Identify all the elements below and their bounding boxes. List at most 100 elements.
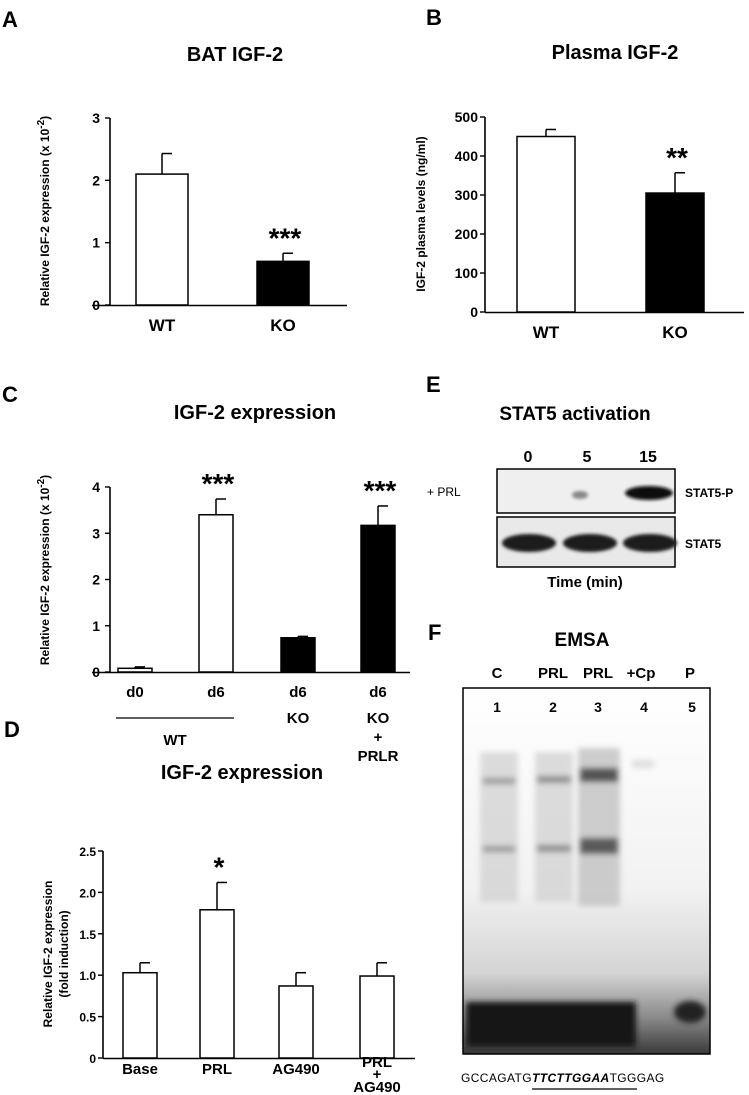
- y-axis-label-line2: (fold induction): [57, 910, 71, 997]
- chart-title: Plasma IGF-2: [552, 42, 679, 64]
- category-label: d6: [369, 684, 387, 701]
- y-axis-label: Relative IGF-2 expression (x 10-2): [36, 475, 52, 665]
- panel-letter-a: A: [2, 7, 18, 32]
- band-total-lane2: [563, 534, 617, 552]
- y-tick-label: 400: [455, 148, 479, 164]
- seq-prefix: GCCAGATG: [461, 1071, 532, 1085]
- significance-mark: ***: [202, 468, 235, 499]
- emsa-lane-number-3: 3: [594, 699, 602, 715]
- chart-igf2-expression-c: IGF-2 expression Relative IGF-2 expressio…: [36, 402, 410, 765]
- y-tick-label: 2: [92, 172, 100, 188]
- blot-row-label-total: STAT5: [685, 537, 722, 551]
- category-label: KO: [662, 323, 688, 342]
- panel-stat5-blot: STAT5 activation 0 5 15 + PRL STAT5-P ST…: [427, 404, 733, 591]
- band-total-lane3: [623, 534, 677, 552]
- y-tick-label: 0.5: [79, 1011, 96, 1025]
- blot-lane-label-5: 5: [583, 449, 592, 466]
- significance-mark: ***: [364, 475, 397, 506]
- panel-letter-e: E: [426, 372, 441, 397]
- category-label: d6: [207, 684, 225, 701]
- y-axis-label-text: Relative IGF-2 expression: [41, 881, 55, 1028]
- group-label-prlr: PRLR: [358, 748, 399, 765]
- y-axis-label-exponent: -2: [36, 478, 47, 487]
- blot-lane-label-15: 15: [639, 449, 657, 466]
- y-axis-label-text: IGF-2 plasma levels (ng/ml): [414, 136, 428, 291]
- chart-title: BAT IGF-2: [187, 44, 283, 66]
- y-axis-label-text: Relative IGF-2 expression (x 10: [38, 128, 52, 306]
- y-tick-label: 1: [92, 235, 100, 251]
- panel-emsa: EMSA C PRL PRL +Cp P 1 2 3 4 5 GCCA: [461, 630, 711, 1090]
- y-tick-label: 0: [92, 297, 100, 313]
- y-tick-label: 200: [455, 226, 479, 242]
- band-total-lane1: [502, 534, 556, 552]
- group-label-ko-2: KO: [367, 710, 390, 727]
- y-tick-label: 100: [455, 265, 479, 281]
- emsa-lane-number-4: 4: [640, 699, 648, 715]
- y-tick-label: 4: [92, 479, 100, 495]
- emsa-lane-label-1: C: [492, 665, 503, 682]
- y-tick-label: 1: [92, 618, 100, 634]
- seq-suffix: TGGGAG: [610, 1071, 665, 1085]
- chart-title: IGF-2 expression: [174, 402, 336, 424]
- significance-mark: *: [214, 851, 225, 882]
- chart-plasma-igf2: Plasma IGF-2 IGF-2 plasma levels (ng/ml) 0…: [414, 42, 744, 342]
- blot-title: STAT5 activation: [499, 404, 650, 425]
- emsa-lane-label-3: PRL: [583, 665, 613, 682]
- emsa-lane-label-2: PRL: [538, 665, 568, 682]
- emsa-title: EMSA: [555, 630, 610, 651]
- category-label-ag490-combo: AG490: [353, 1079, 401, 1095]
- blot-row-label-phospho: STAT5-P: [685, 486, 733, 500]
- emsa-lane-label-4: +Cp: [627, 665, 656, 682]
- bar: [645, 192, 705, 313]
- category-label: Base: [122, 1061, 158, 1078]
- bar: [278, 985, 314, 1059]
- y-tick-label: 1.5: [79, 928, 96, 942]
- group-label-wt: WT: [163, 732, 186, 749]
- significance-mark: **: [666, 142, 688, 173]
- emsa-probe-sequence: GCCAGATGTTCTTGGAATGGGAG: [461, 1071, 665, 1085]
- significance-mark: ***: [269, 222, 302, 253]
- band-phospho-lane3: [625, 486, 673, 500]
- y-tick-label: 3: [92, 110, 100, 126]
- bar: [122, 971, 158, 1059]
- emsa-lane-label-5: P: [685, 665, 695, 682]
- y-tick-label: 1.0: [79, 969, 96, 983]
- emsa-bands: [466, 748, 706, 1047]
- y-tick-label: 0: [89, 1052, 96, 1066]
- bar: [360, 524, 396, 673]
- y-tick-label: 500: [455, 109, 479, 125]
- chart-igf2-expression-d: IGF-2 expression Relative IGF-2 expressio…: [41, 762, 415, 1095]
- bar: [280, 637, 316, 673]
- y-tick-label: 0: [92, 664, 100, 680]
- y-axis-label-close: ): [38, 116, 52, 120]
- seq-motif: TTCTTGGAA: [532, 1071, 610, 1085]
- category-label: WT: [533, 323, 560, 342]
- blot-treatment-label: + PRL: [427, 485, 461, 499]
- category-label: d0: [126, 684, 144, 701]
- emsa-lane-number-2: 2: [549, 699, 557, 715]
- panel-letter-c: C: [2, 382, 18, 407]
- category-label: AG490: [272, 1061, 320, 1078]
- bar: [117, 667, 153, 673]
- y-axis-label-text: Relative IGF-2 expression (x 10: [38, 487, 52, 665]
- bar: [198, 514, 234, 673]
- panel-letter-b: B: [426, 5, 442, 30]
- category-label: PRL: [202, 1061, 232, 1078]
- panel-letter-f: F: [428, 620, 441, 645]
- band-phospho-lane2-faint: [572, 491, 588, 499]
- blot-lane-label-0: 0: [524, 449, 533, 466]
- group-label-ko: KO: [287, 710, 310, 727]
- blot-xlabel: Time (min): [547, 574, 623, 591]
- category-label: WT: [149, 316, 176, 335]
- y-tick-label: 2: [92, 572, 100, 588]
- y-tick-label: 3: [92, 525, 100, 541]
- bar: [135, 173, 189, 306]
- bar: [516, 135, 576, 313]
- y-tick-label: 2.5: [79, 845, 96, 859]
- chart-bat-igf2: BAT IGF-2 Relative IGF-2 expression (x 10…: [36, 44, 347, 335]
- y-axis-label: Relative IGF-2 expression: [41, 881, 55, 1028]
- emsa-lane-number-5: 5: [688, 699, 696, 715]
- bar: [199, 909, 235, 1059]
- y-tick-label: 2.0: [79, 886, 96, 900]
